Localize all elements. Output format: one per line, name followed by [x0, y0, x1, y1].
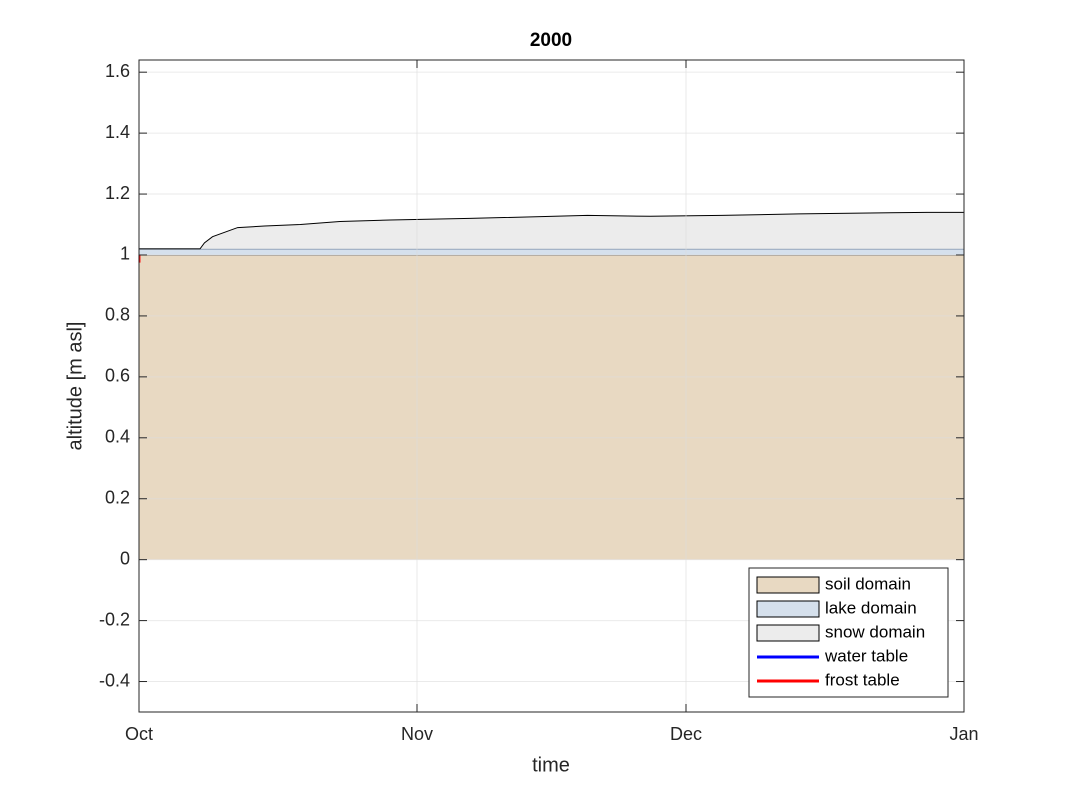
area — [139, 254, 964, 560]
x-tick-label: Oct — [125, 724, 153, 744]
legend: soil domain lake domain snow domain water t… — [748, 567, 949, 698]
legend-label: snow domain — [825, 622, 925, 641]
legend-swatch — [756, 576, 820, 594]
y-tick-label: 1.2 — [105, 183, 130, 203]
legend-swatch — [756, 600, 820, 618]
legend-label: water table — [824, 646, 908, 665]
x-tick-label: Jan — [949, 724, 978, 744]
y-tick-label: -0.4 — [99, 670, 130, 690]
legend-label: lake domain — [825, 598, 917, 617]
y-tick-label: 0.6 — [105, 366, 130, 386]
area-edge — [139, 211, 964, 250]
x-tick-label: Nov — [401, 724, 433, 744]
legend-label: frost table — [825, 670, 900, 689]
x-tick-label: Dec — [670, 724, 702, 744]
x-axis-label: time — [532, 754, 570, 776]
y-tick-label: 1.4 — [105, 122, 130, 142]
y-tick-label: 0.2 — [105, 487, 130, 507]
y-tick-label: 0 — [120, 548, 130, 568]
legend-swatch — [756, 624, 820, 642]
y-tick-label: -0.2 — [99, 609, 130, 629]
y-tick-label: 0.8 — [105, 305, 130, 325]
axes-box — [138, 59, 965, 713]
y-tick-label: 1.6 — [105, 61, 130, 81]
y-axis-label: altitude [m asl] — [64, 322, 86, 451]
y-tick-label: 1 — [120, 244, 130, 264]
area — [139, 248, 964, 255]
legend-label: soil domain — [825, 574, 911, 593]
chart-title: 2000 — [530, 30, 572, 51]
y-tick-label: 0.4 — [105, 427, 130, 447]
